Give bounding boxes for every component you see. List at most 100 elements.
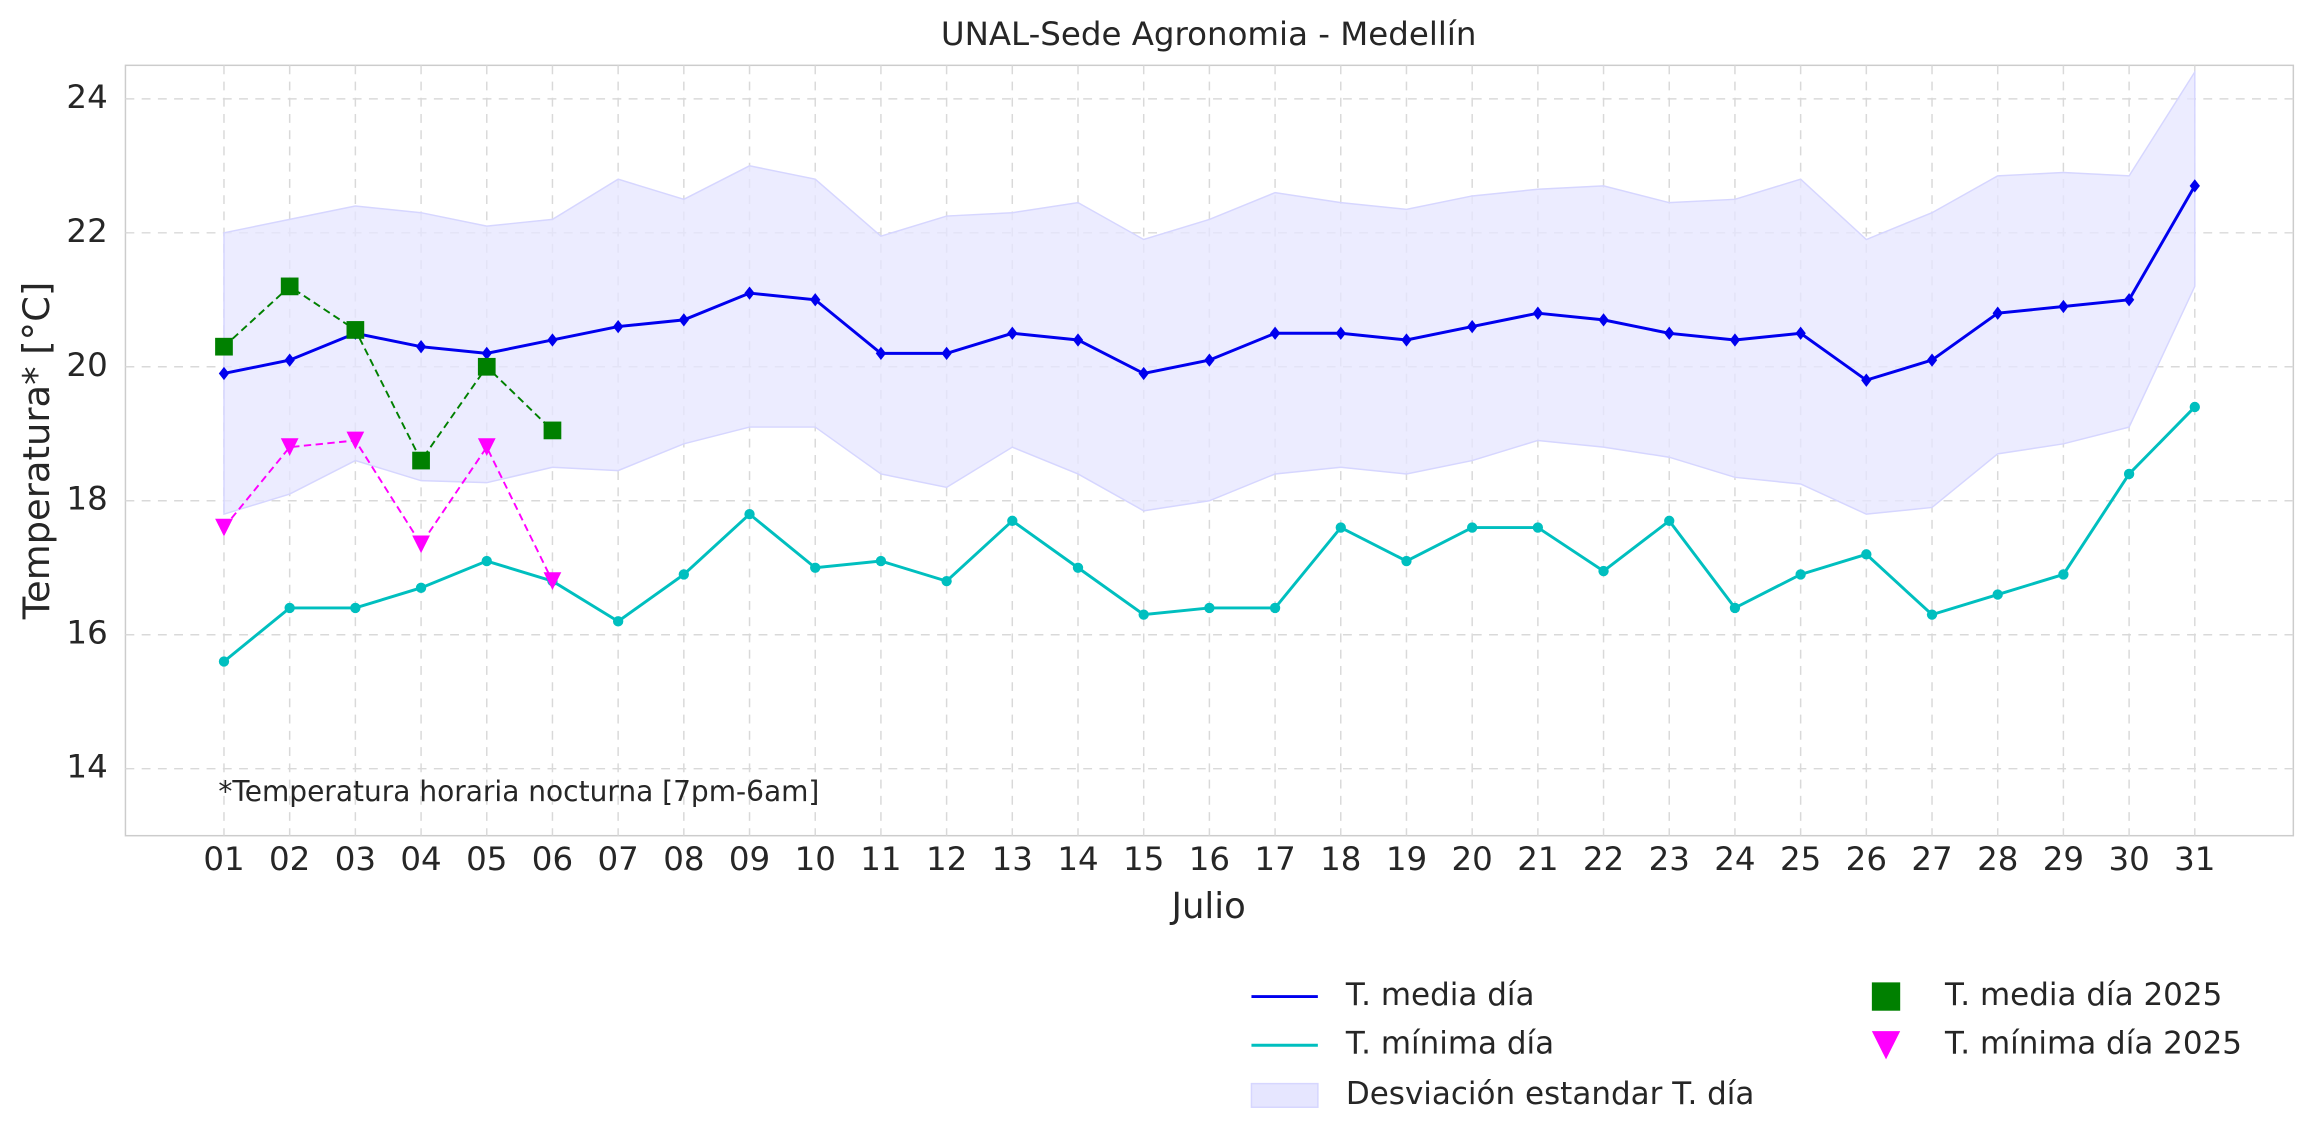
y-tick-label: 16 [66,614,107,652]
x-tick-label: 11 [860,840,901,878]
std-band [223,69,2196,516]
x-tick-label: 13 [992,840,1033,878]
x-tick-label: 02 [269,840,310,878]
point [1729,602,1741,614]
point [215,518,233,537]
point [346,431,365,450]
annotation: *Temperatura horaria nocturna [7pm-6am] [218,775,819,808]
x-tick-label: 04 [400,840,441,878]
legend-label: Desviación estandar T. día [1346,1076,1755,1112]
x-tick-label: 05 [466,840,507,878]
x-tick-label: 09 [729,840,770,878]
x-tick-label: 07 [597,840,638,878]
x-tick-label: 24 [1714,840,1755,878]
point [1926,609,1938,620]
x-tick-label: 27 [1911,840,1952,878]
point [1992,589,2003,600]
point [284,602,295,614]
point [1467,522,1478,533]
point [1664,515,1675,527]
series-line [223,439,554,582]
legend-label: T. mínima día 2025 [1944,1026,2242,1062]
point [1532,522,1544,533]
legend-label: T. media día 2025 [1944,977,2222,1013]
x-tick-label: 01 [203,840,244,878]
point [744,508,755,520]
point [678,569,690,580]
point [543,421,562,440]
point [218,656,230,667]
point [412,535,430,554]
point [1598,313,1609,327]
x-tick-label: 06 [532,840,573,878]
x-tick-label: 23 [1649,840,1690,878]
x-tick-label: 20 [1452,840,1493,878]
y-axis-label: Temperatura* [°C] [15,282,58,620]
point [1795,569,1806,580]
x-axis-label: Julio [1170,886,1246,927]
x-tick-label: 25 [1780,840,1821,878]
point [415,340,427,354]
point [1861,373,1872,387]
point [1861,549,1872,560]
y-tick-label: 18 [66,480,107,518]
point [875,555,887,567]
point [941,346,952,361]
legend-label: T. mínima día [1345,1026,1554,1062]
x-tick-label: 16 [1189,840,1230,878]
point [350,602,361,614]
x-tick-label: 08 [663,840,704,878]
x-tick-label: 21 [1517,840,1558,878]
x-tick-label: 26 [1846,840,1887,878]
x-tick-label: 19 [1386,840,1427,878]
x-tick-label: 29 [2043,840,2084,878]
point [280,438,299,457]
x-tick-label: 15 [1123,840,1164,878]
point [2189,401,2200,413]
y-tick-label: 22 [66,212,107,250]
legend-label: T. media día [1345,977,1535,1013]
point [1598,565,1609,577]
x-tick-label: 12 [926,840,967,878]
y-tick-label: 14 [66,748,107,786]
point [415,582,427,593]
point [543,572,562,590]
point [215,337,233,356]
point [1072,562,1084,573]
x-tick-label: 30 [2108,840,2149,878]
plot-layer: 14 16 18 20 22 24 01 02 03 04 05 06 07 08 09 10 11 12 13 14… [66,65,2294,1112]
point [1007,515,1018,527]
point [1138,609,1149,620]
point [477,357,496,376]
x-tick-label: 17 [1254,840,1295,878]
point [1138,366,1149,381]
point [481,555,492,567]
point [481,346,492,361]
point [477,438,496,457]
point [2189,179,2200,193]
point [2123,468,2135,480]
point [1871,982,1901,1011]
point [612,616,624,627]
point [1401,333,1412,347]
legend-band [1250,1082,1319,1108]
point [2058,569,2069,580]
series-line [223,285,554,463]
chart-title: UNAL-Sede Agronomia - Medellín [941,15,1477,53]
y-tick-label: 24 [66,78,107,116]
point [1871,1031,1901,1060]
point [810,562,821,573]
point [1204,353,1215,367]
point [1335,522,1346,533]
x-tick-label: 18 [1320,840,1361,878]
x-tick-label: 28 [1977,840,2018,878]
y-tick-label: 20 [66,346,107,384]
point [280,277,299,296]
point [346,321,365,339]
point [875,346,887,361]
point [218,366,230,381]
point [941,575,952,587]
x-tick-label: 31 [2174,840,2215,878]
point [412,451,430,470]
